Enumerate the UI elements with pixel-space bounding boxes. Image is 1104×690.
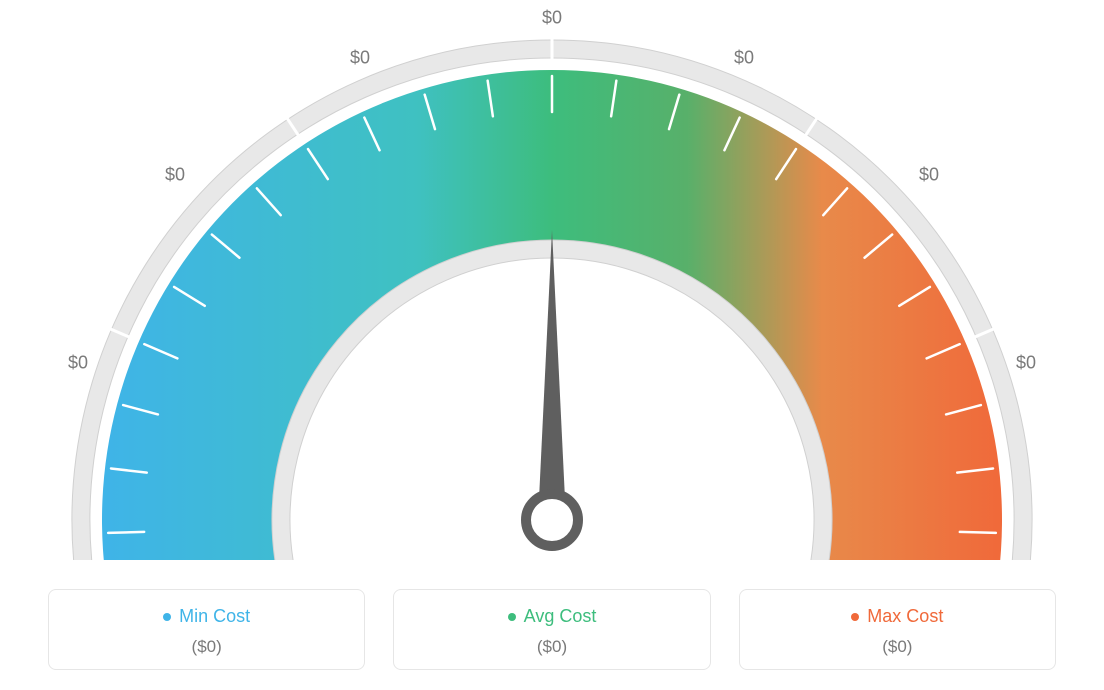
legend-title-max: Max Cost xyxy=(851,606,943,627)
gauge-tick-label: $0 xyxy=(1016,353,1036,374)
legend-card-min: Min Cost ($0) xyxy=(48,589,365,670)
legend-title-min: Min Cost xyxy=(163,606,250,627)
legend-card-avg: Avg Cost ($0) xyxy=(393,589,710,670)
legend-label-avg: Avg Cost xyxy=(524,606,597,627)
legend-dot-avg xyxy=(508,613,516,621)
gauge-svg xyxy=(0,0,1104,560)
gauge-tick-label: $0 xyxy=(68,353,88,374)
legend-value-max: ($0) xyxy=(752,637,1043,657)
legend-label-min: Min Cost xyxy=(179,606,250,627)
gauge-tick-label: $0 xyxy=(165,165,185,186)
gauge-tick-label: $0 xyxy=(350,48,370,69)
legend-row: Min Cost ($0) Avg Cost ($0) Max Cost ($0… xyxy=(0,589,1104,670)
legend-label-max: Max Cost xyxy=(867,606,943,627)
gauge-chart: $0 $0 $0 $0 $0 $0 $0 xyxy=(0,0,1104,560)
legend-title-avg: Avg Cost xyxy=(508,606,597,627)
legend-value-avg: ($0) xyxy=(406,637,697,657)
legend-value-min: ($0) xyxy=(61,637,352,657)
legend-dot-min xyxy=(163,613,171,621)
gauge-tick-label: $0 xyxy=(542,8,562,29)
gauge-tick-label: $0 xyxy=(734,48,754,69)
legend-dot-max xyxy=(851,613,859,621)
legend-card-max: Max Cost ($0) xyxy=(739,589,1056,670)
gauge-tick-label: $0 xyxy=(919,165,939,186)
cost-gauge-container: $0 $0 $0 $0 $0 $0 $0 Min Cost ($0) Avg Cost ($… xyxy=(0,0,1104,690)
